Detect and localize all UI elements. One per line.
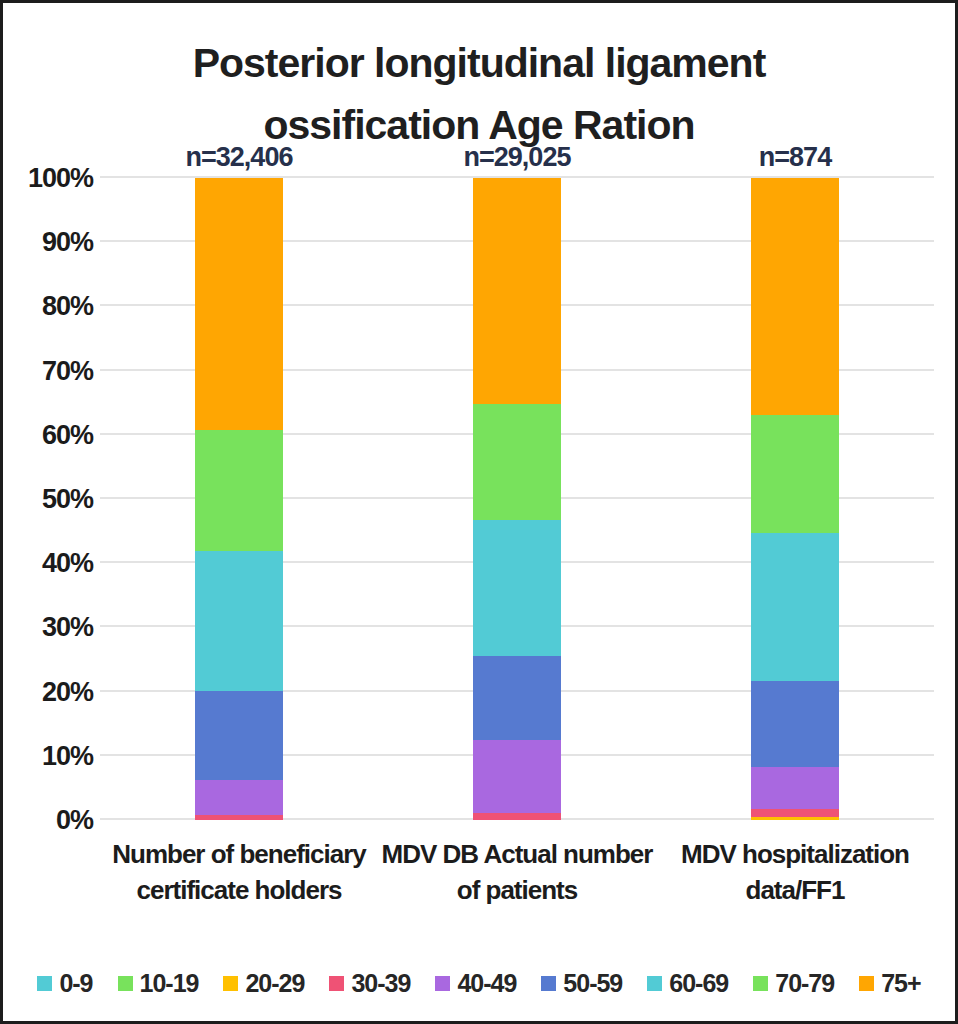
- legend-item-20-29: 20-29: [223, 969, 304, 998]
- bar-segment-age-40-49: [751, 767, 839, 809]
- plot-area: [100, 178, 934, 820]
- legend-item-10-19: 10-19: [118, 969, 199, 998]
- legend-item-0-9: 0-9: [37, 969, 92, 998]
- stacked-bar-mdv-hospitalization: [751, 178, 839, 820]
- y-tick-label-90: 90%: [42, 227, 93, 258]
- bar-segment-age-75+: [751, 178, 839, 415]
- legend-label: 70-79: [775, 969, 834, 998]
- y-axis-tick-labels: 0%10%20%30%40%50%60%70%80%90%100%: [9, 178, 93, 820]
- bar2-category-label: MDV DB Actual number of patients: [369, 836, 665, 909]
- bar-segment-age-60-69: [473, 520, 561, 656]
- legend-item-70-79: 70-79: [753, 969, 834, 998]
- legend-label: 20-29: [245, 969, 304, 998]
- bar-segment-age-50-59: [473, 656, 561, 739]
- y-tick-label-100: 100%: [28, 163, 93, 194]
- legend-swatch-icon: [223, 976, 238, 991]
- bar-segment-age-60-69: [195, 551, 283, 691]
- chart-page: Posterior longitudinal ligament ossifica…: [0, 0, 958, 1024]
- stacked-bar-mdv-db-patients: [473, 178, 561, 820]
- bar3-category-label: MDV hospitalization data/FF1: [647, 836, 943, 909]
- bar3-category-line2: data/FF1: [647, 872, 943, 908]
- y-tick-label-70: 70%: [42, 355, 93, 386]
- legend-label: 30-39: [351, 969, 410, 998]
- legend-item-60-69: 60-69: [647, 969, 728, 998]
- bar-segment-age-70-79: [751, 415, 839, 533]
- bar-segment-age-20-29: [751, 817, 839, 820]
- legend-item-75+: 75+: [859, 969, 920, 998]
- bar-segment-age-30-39: [195, 815, 283, 820]
- legend-label: 0-9: [59, 969, 92, 998]
- bar1-category-line1: Number of beneficiary: [91, 836, 387, 872]
- bar2-category-line2: of patients: [369, 872, 665, 908]
- legend-item-40-49: 40-49: [435, 969, 516, 998]
- legend-label: 60-69: [669, 969, 728, 998]
- legend-swatch-icon: [37, 976, 52, 991]
- bar-segment-age-40-49: [195, 780, 283, 815]
- bar2-n-label: n=29,025: [377, 142, 657, 173]
- legend-swatch-icon: [541, 976, 556, 991]
- y-tick-label-10: 10%: [42, 740, 93, 771]
- chart-title: Posterior longitudinal ligament ossifica…: [3, 33, 955, 156]
- bar2-category-line1: MDV DB Actual number: [369, 836, 665, 872]
- legend-label: 75+: [881, 969, 920, 998]
- bar-segment-age-50-59: [751, 681, 839, 767]
- y-tick-label-0: 0%: [56, 805, 93, 836]
- chart-title-line1: Posterior longitudinal ligament: [3, 33, 955, 95]
- bar-segment-age-75+: [195, 178, 283, 430]
- y-tick-label-50: 50%: [42, 484, 93, 515]
- legend-label: 10-19: [140, 969, 199, 998]
- bar-segment-age-75+: [473, 178, 561, 404]
- bar-segment-age-30-39: [473, 813, 561, 820]
- bar3-n-label: n=874: [655, 142, 935, 173]
- legend-swatch-icon: [118, 976, 133, 991]
- legend-label: 40-49: [457, 969, 516, 998]
- y-tick-label-30: 30%: [42, 612, 93, 643]
- legend-swatch-icon: [753, 976, 768, 991]
- bar-segment-age-60-69: [751, 533, 839, 681]
- legend-item-30-39: 30-39: [329, 969, 410, 998]
- bar-segment-age-70-79: [195, 430, 283, 551]
- y-tick-label-40: 40%: [42, 548, 93, 579]
- chart-legend: 0-9 10-19 20-29 30-39 40-49 50-59 60-69 70-79 75…: [3, 969, 955, 998]
- legend-label: 50-59: [563, 969, 622, 998]
- bar-segment-age-50-59: [195, 691, 283, 780]
- y-tick-label-20: 20%: [42, 676, 93, 707]
- stacked-bar-beneficiary-holders: [195, 178, 283, 820]
- legend-item-50-59: 50-59: [541, 969, 622, 998]
- bar1-category-label: Number of beneficiary certificate holder…: [91, 836, 387, 909]
- legend-swatch-icon: [435, 976, 450, 991]
- legend-swatch-icon: [647, 976, 662, 991]
- bar1-n-label: n=32,406: [99, 142, 379, 173]
- legend-swatch-icon: [329, 976, 344, 991]
- bar3-category-line1: MDV hospitalization: [647, 836, 943, 872]
- bar1-category-line2: certificate holders: [91, 872, 387, 908]
- y-tick-label-60: 60%: [42, 419, 93, 450]
- bar-segment-age-40-49: [473, 740, 561, 813]
- bar-segment-age-30-39: [751, 809, 839, 817]
- legend-swatch-icon: [859, 976, 874, 991]
- bar-segment-age-70-79: [473, 404, 561, 520]
- y-tick-label-80: 80%: [42, 291, 93, 322]
